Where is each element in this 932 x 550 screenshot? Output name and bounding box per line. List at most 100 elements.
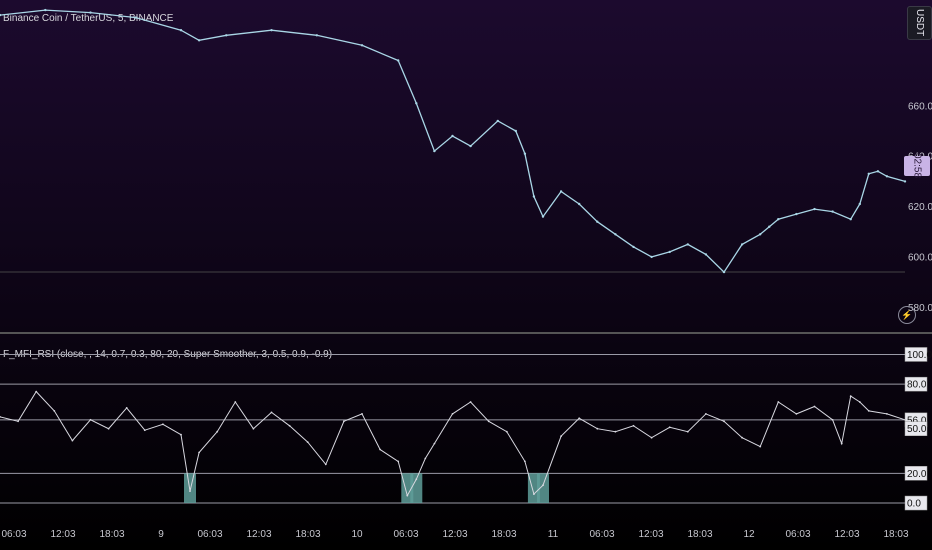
rsi-point	[886, 413, 888, 415]
price-point	[514, 129, 517, 133]
price-series	[0, 8, 907, 274]
rsi-point	[705, 413, 707, 415]
lightning-icon[interactable]: ⚡	[898, 306, 916, 324]
oversold-fill	[527, 473, 540, 503]
rsi-point	[433, 442, 436, 445]
price-point	[867, 172, 870, 175]
rsi-point	[35, 390, 38, 393]
time-tick-label: 12:03	[638, 529, 663, 540]
oversold-fill	[410, 473, 423, 503]
rsi-point	[560, 435, 562, 438]
rsi-point	[533, 493, 535, 495]
price-point	[632, 245, 635, 249]
rsi-point	[424, 457, 427, 460]
time-tick-label: 10	[351, 529, 363, 540]
price-point	[831, 210, 834, 213]
rsi-axis: 100.0 80.0 56.050.0 20.0 0.0	[904, 347, 932, 511]
price-point	[0, 13, 2, 17]
rsi-point	[270, 411, 273, 414]
price-point	[650, 255, 653, 259]
time-tick-label: 18:03	[491, 529, 516, 540]
price-point	[740, 243, 744, 246]
rsi-tick-box	[904, 376, 928, 392]
rsi-point	[668, 426, 671, 429]
price-tick-label: 580.0	[908, 303, 932, 314]
price-point	[225, 34, 228, 37]
price-point	[876, 170, 880, 173]
time-tick-label: 12:03	[50, 529, 75, 540]
price-point	[397, 59, 400, 62]
time-tick-label: 12	[743, 529, 755, 540]
price-point	[849, 218, 852, 221]
price-point	[415, 102, 418, 105]
price-point	[686, 243, 689, 246]
rsi-tick-box	[904, 347, 928, 362]
price-point	[541, 215, 545, 218]
rsi-point	[216, 430, 219, 433]
rsi-point	[795, 413, 798, 415]
price-point	[614, 233, 617, 236]
rsi-point	[849, 395, 852, 397]
price-point	[795, 212, 798, 216]
time-tick-label: 18:03	[295, 529, 320, 540]
rsi-point	[125, 407, 128, 409]
rsi-point	[288, 424, 291, 427]
rsi-point	[831, 418, 834, 421]
price-point	[559, 190, 563, 193]
rsi-tick-box	[904, 495, 928, 511]
rsi-point	[107, 427, 110, 430]
price-point	[197, 39, 201, 42]
price-point	[179, 29, 183, 32]
time-tick-label: 12:03	[246, 529, 271, 540]
price-point	[668, 250, 671, 254]
rsi-point	[143, 429, 146, 432]
rsi-tick-label: 80.0	[907, 380, 927, 391]
rsi-point	[524, 460, 526, 463]
price-tick-label: 620.0	[908, 202, 932, 213]
time-tick-label: 11	[548, 529, 559, 540]
rsi-point	[89, 418, 92, 421]
time-tick-label: 06:03	[1, 529, 26, 540]
rsi-series	[0, 390, 906, 497]
rsi-tick-label: 0.0	[907, 499, 921, 510]
time-tick-label: 06:03	[393, 529, 418, 540]
price-point	[496, 119, 499, 123]
rsi-point	[505, 430, 508, 433]
rsi-tick-label: 100.0	[907, 350, 932, 361]
price-point	[704, 253, 708, 256]
rsi-tick-label: 20.0	[907, 469, 927, 480]
rsi-point	[180, 433, 182, 436]
rsi-tick-box	[904, 421, 928, 436]
rsi-point	[614, 430, 617, 433]
price-point	[903, 180, 907, 183]
time-tick-label: 06:03	[785, 529, 810, 540]
rsi-point	[686, 430, 689, 433]
rsi-point	[406, 494, 409, 497]
rsi-tick-label: 50.0	[907, 424, 927, 435]
time-tick-label: 18:03	[883, 529, 908, 540]
rsi-point	[234, 401, 237, 403]
current-price-tag: 02:58	[904, 153, 930, 179]
quote-currency-badge[interactable]: USDT	[907, 6, 932, 40]
price-point	[360, 44, 364, 47]
time-tick-label: 9	[158, 529, 164, 540]
rsi-point	[487, 420, 490, 423]
rsi-point	[451, 413, 454, 415]
rsi-point	[162, 423, 164, 426]
rsi-tick-label: 56.0	[907, 415, 927, 426]
rsi-levels	[0, 353, 905, 504]
price-point	[578, 202, 581, 206]
price-point	[89, 11, 92, 14]
time-tick-label: 12:03	[834, 529, 859, 540]
rsi-point	[198, 451, 201, 454]
price-point	[596, 220, 599, 223]
price-point	[813, 207, 816, 211]
rsi-tick-box	[904, 466, 928, 481]
time-tick-label: 06:03	[197, 529, 222, 540]
symbol-title: Binance Coin / TetherUS, 5, BINANCE	[3, 13, 174, 24]
rsi-point	[306, 441, 309, 443]
price-point	[532, 195, 536, 198]
